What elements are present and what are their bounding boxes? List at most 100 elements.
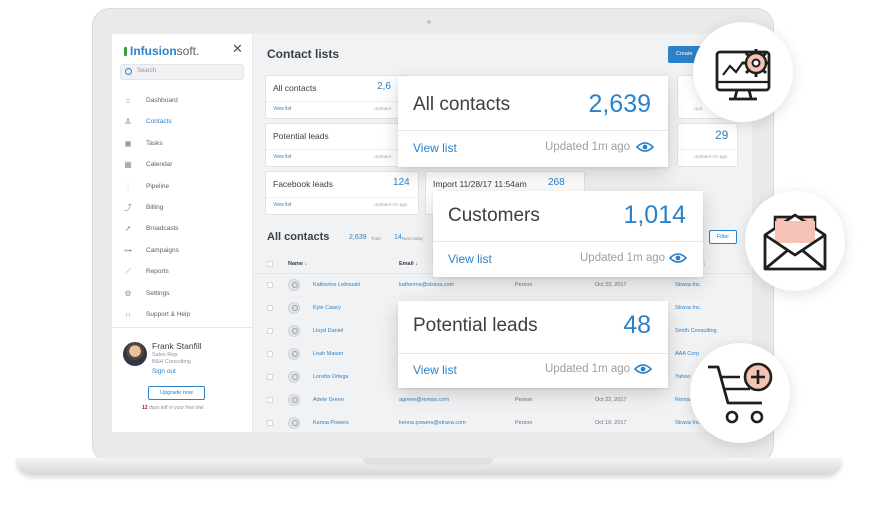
contact-type: Person xyxy=(515,397,533,403)
contact-name[interactable]: Lloyd Daniel xyxy=(313,328,344,334)
contact-company[interactable]: Strava Inc. xyxy=(675,305,702,311)
card-updated: Updated xyxy=(374,154,392,159)
popup-updated: Updated 1m ago xyxy=(545,363,631,375)
column-header-name[interactable]: Name ↓ xyxy=(288,261,308,267)
card-updated: Upd xyxy=(694,106,703,111)
contact-company[interactable]: Strava Inc. xyxy=(675,282,702,288)
row-checkbox[interactable] xyxy=(267,374,273,380)
select-all-checkbox[interactable] xyxy=(267,261,273,267)
contact-name[interactable]: Kyle Casey xyxy=(313,305,341,311)
user-role: Sales Rep xyxy=(152,352,178,358)
avatar[interactable] xyxy=(123,342,147,366)
sidebar-item-contacts[interactable]: ♙ Contacts xyxy=(112,111,253,132)
contact-company[interactable]: AAA Corp xyxy=(675,351,700,357)
sidebar-item-campaigns[interactable]: ⊶ Campaigns xyxy=(112,240,253,261)
app-logo[interactable]: Infusionsoft. xyxy=(124,44,199,58)
contact-avatar xyxy=(288,394,300,406)
trial-notice: 12 days left in your free trial xyxy=(142,405,204,411)
contact-name[interactable]: Katherine Lebouski xyxy=(313,282,361,288)
sidebar-item-dashboard[interactable]: ⌂ Dashboard xyxy=(112,90,253,111)
calendar-icon: ▦ xyxy=(124,160,132,170)
sidebar-item-tasks[interactable]: ▣ Tasks xyxy=(112,133,253,154)
person-icon: ♙ xyxy=(124,117,132,127)
upgrade-button[interactable]: Upgrade now xyxy=(148,386,205,400)
search-input[interactable]: Search xyxy=(120,64,244,80)
contact-date: Oct 22, 2017 xyxy=(595,397,627,403)
contact-name[interactable]: Leah Mason xyxy=(313,351,344,357)
contact-name[interactable]: Kenna Powers xyxy=(313,420,349,426)
sidebar-item-reports[interactable]: ⟋ Reports xyxy=(112,261,253,282)
popup-card-potential-leads[interactable]: Potential leads 48 View list Updated 1m … xyxy=(398,301,668,388)
row-checkbox[interactable] xyxy=(267,305,273,311)
list-card-all-contacts[interactable]: All contacts 2,6 View list Updated xyxy=(265,75,411,119)
contact-name[interactable]: Adele Green xyxy=(313,397,344,403)
popup-card-customers[interactable]: Customers 1,014 View list Updated 1m ago xyxy=(433,191,703,277)
view-list-link[interactable]: View list xyxy=(413,363,457,377)
row-checkbox[interactable] xyxy=(267,351,273,357)
sidebar-item-billing[interactable]: ⤴ Billing xyxy=(112,197,253,218)
popup-count: 48 xyxy=(623,311,651,339)
contact-email[interactable]: kenna.powers@strava.com xyxy=(399,420,466,426)
table-row[interactable]: Adele Green agreen@remax.com Person Oct 22,… xyxy=(253,389,752,412)
contact-company[interactable]: Strava Inc. xyxy=(675,420,702,426)
row-checkbox[interactable] xyxy=(267,397,273,403)
card-divider xyxy=(266,197,418,198)
user-company: B&H Consulting xyxy=(152,359,191,365)
contact-avatar xyxy=(288,348,300,360)
contact-avatar xyxy=(288,417,300,429)
popup-title: Potential leads xyxy=(413,315,538,336)
sidebar-item-label: Support & Help xyxy=(146,310,191,318)
contact-email[interactable]: katherine@strava.com xyxy=(399,282,455,288)
column-header-email[interactable]: Email ↓ xyxy=(399,261,418,267)
card-updated: Updated xyxy=(374,106,392,111)
contact-company[interactable]: Yahoo xyxy=(675,374,691,380)
contact-email[interactable]: agreen@remax.com xyxy=(399,397,449,403)
total-label: Total xyxy=(371,236,381,241)
sidebar-item-label: Campaigns xyxy=(146,246,179,254)
contact-type: Person xyxy=(515,420,533,426)
pipeline-icon: ⫶ xyxy=(127,181,129,191)
card-updated: Updated 1m ago xyxy=(694,154,728,159)
user-panel: Frank Stanfill Sales Rep B&H Consulting … xyxy=(112,327,253,432)
column-header-company-sort[interactable]: ↓ xyxy=(703,261,706,267)
sidebar-item-label: Broadcasts xyxy=(146,225,179,233)
row-checkbox[interactable] xyxy=(267,328,273,334)
headset-icon: ∩ xyxy=(125,309,131,319)
open-envelope-icon xyxy=(763,213,827,271)
sidebar-item-support[interactable]: ∩ Support & Help xyxy=(112,304,253,325)
list-card-potential-leads[interactable]: Potential leads View list Updated xyxy=(265,123,411,167)
sidebar-item-calendar[interactable]: ▦ Calendar xyxy=(112,154,253,175)
popup-card-all-contacts[interactable]: All contacts 2,639 View list Updated 1m … xyxy=(398,76,668,167)
laptop-base xyxy=(16,458,842,475)
sidebar-item-broadcasts[interactable]: ➚ Broadcasts xyxy=(112,218,253,239)
contact-company[interactable]: Smith Consulting xyxy=(675,328,717,334)
sign-out-link[interactable]: Sign out xyxy=(152,368,176,375)
table-row[interactable]: Kenna Powers kenna.powers@strava.com Perso… xyxy=(253,412,752,432)
filter-button[interactable]: Filter xyxy=(709,230,737,244)
card-divider xyxy=(266,101,410,102)
contact-name[interactable]: Loretta Ortega xyxy=(313,374,349,380)
list-card-facebook-leads[interactable]: Facebook leads 124 View list Updated 1m … xyxy=(265,171,419,215)
sidebar-item-label: Dashboard xyxy=(146,97,178,104)
close-icon[interactable]: ✕ xyxy=(232,41,243,56)
popup-updated: Updated 1m ago xyxy=(545,141,631,153)
table-row[interactable]: Loretta Ortega Yahoo xyxy=(253,366,752,389)
popup-count: 1,014 xyxy=(623,201,686,229)
list-card-partial[interactable]: 29 Updated 1m ago xyxy=(677,123,738,167)
sidebar-item-settings[interactable]: ⚙ Settings xyxy=(112,283,253,304)
row-checkbox[interactable] xyxy=(267,420,273,426)
new-count: 14 xyxy=(394,234,402,241)
view-list-link[interactable]: View list xyxy=(448,252,492,266)
sidebar-item-pipeline[interactable]: ⫶ Pipeline xyxy=(112,176,253,197)
eye-icon[interactable] xyxy=(669,253,687,263)
gear-icon: ⚙ xyxy=(124,288,132,298)
eye-icon[interactable] xyxy=(634,364,652,374)
view-list-link[interactable]: View list xyxy=(273,202,292,208)
view-list-link[interactable]: View list xyxy=(273,154,292,160)
eye-icon[interactable] xyxy=(636,142,654,152)
row-checkbox[interactable] xyxy=(267,282,273,288)
table-row[interactable]: Katherine Lebouski katherine@strava.com Pe… xyxy=(253,274,752,297)
view-list-link[interactable]: View list xyxy=(273,106,292,112)
contact-company[interactable]: Remax xyxy=(675,397,693,403)
view-list-link[interactable]: View list xyxy=(413,141,457,155)
